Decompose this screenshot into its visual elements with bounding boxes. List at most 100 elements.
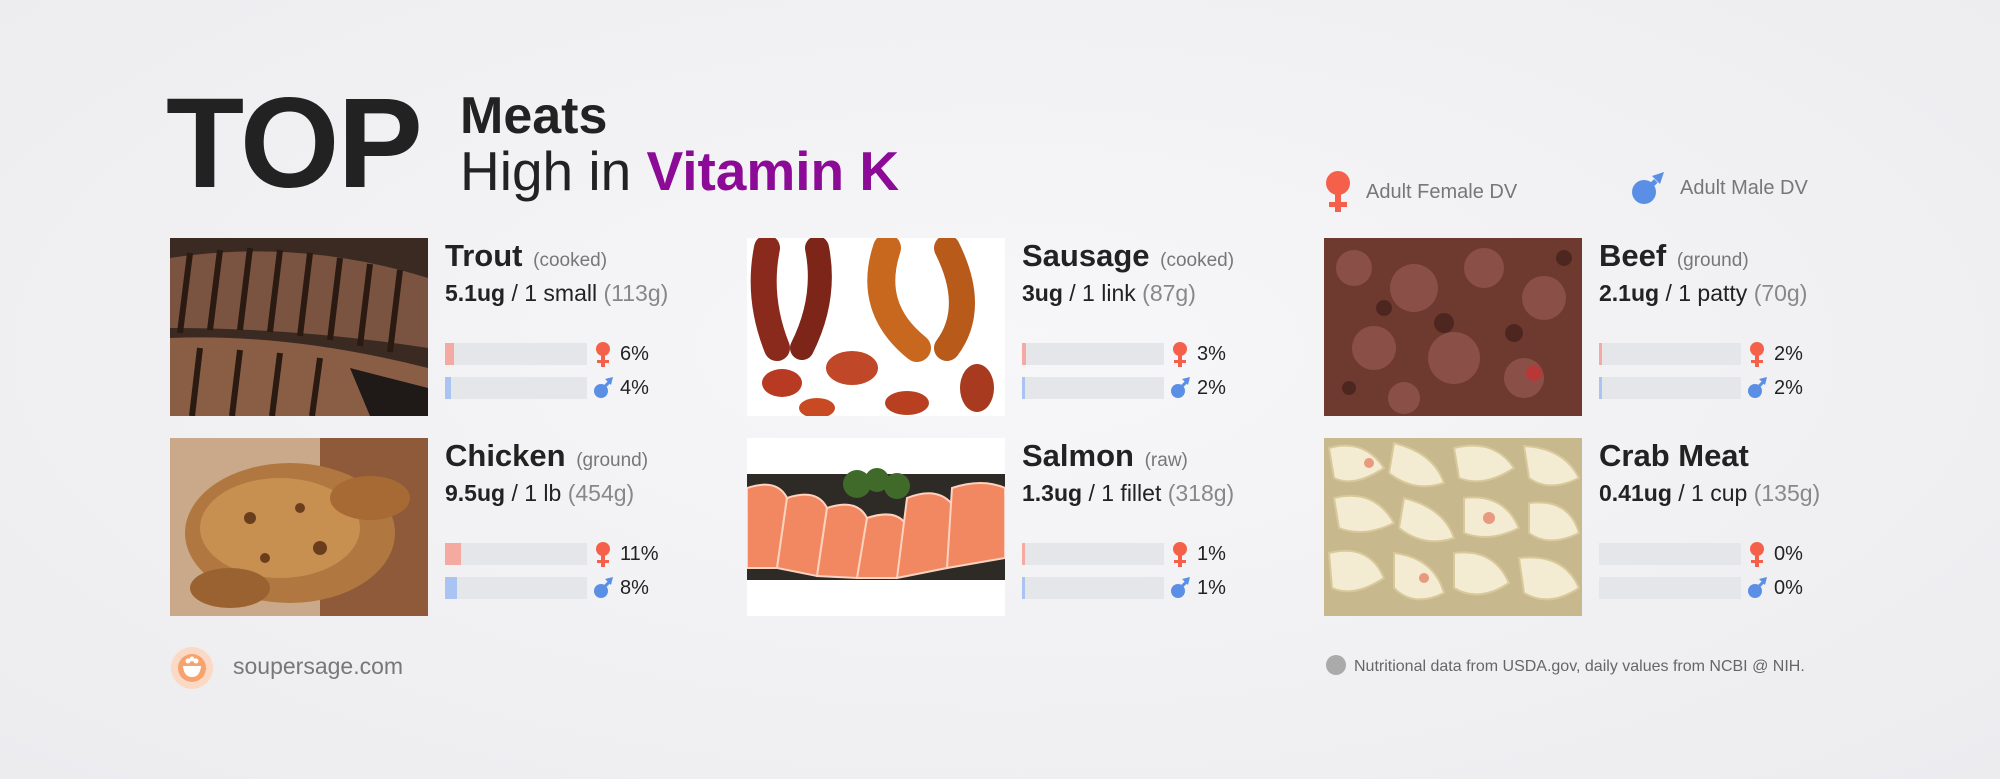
food-card-salmon: Salmon (raw) 1.3ug / 1 fillet (318g) 1% …	[747, 438, 1267, 616]
bar-track	[1022, 377, 1164, 399]
bar-track	[445, 577, 587, 599]
title-category: Meats	[460, 87, 608, 145]
bar-track	[445, 343, 587, 365]
female-dv-bar	[1022, 543, 1025, 565]
bar-track	[1022, 343, 1164, 365]
site-link[interactable]: soupersage.com	[233, 653, 404, 679]
female-dv-percent: 2%	[1774, 343, 1803, 365]
food-card-crab-meat: Crab Meat 0.41ug / 1 cup (135g) 0% 0%	[1324, 438, 1844, 616]
trout-amount: 5.1ug / 1 small (113g)	[445, 280, 668, 307]
male-symbol-icon	[594, 377, 613, 398]
male-symbol-icon	[1748, 377, 1767, 398]
title-prefix: High in	[460, 140, 632, 202]
serving-grams: (318g)	[1167, 480, 1235, 506]
male-dv-percent: 0%	[1774, 577, 1803, 599]
male-dv-percent: 1%	[1197, 577, 1226, 599]
female-dv-percent: 11%	[620, 543, 659, 565]
female-symbol-icon	[1750, 342, 1764, 367]
amount-value: 9.5ug	[445, 480, 506, 506]
male-symbol-icon	[1632, 172, 1664, 204]
male-dv-bar	[445, 377, 451, 399]
female-dv-percent: 0%	[1774, 543, 1803, 565]
food-card-chicken: Chicken (ground) 9.5ug / 1 lb (454g) 11%…	[170, 438, 690, 616]
male-symbol-icon	[594, 577, 613, 598]
amount-value: 3ug	[1022, 280, 1063, 306]
food-card-trout: Trout (cooked) 5.1ug / 1 small (113g) 6%…	[170, 238, 690, 416]
amount-value: 2.1ug	[1599, 280, 1660, 306]
bar-track	[1599, 543, 1741, 565]
title-top: TOP	[166, 72, 423, 215]
bar-track	[1599, 377, 1741, 399]
female-dv-bar	[445, 543, 461, 565]
food-name: Trout	[445, 238, 523, 273]
serving-grams: (70g)	[1753, 280, 1808, 306]
male-dv-percent: 8%	[620, 577, 649, 599]
food-card-sausage: Sausage (cooked) 3ug / 1 link (87g) 3% 2…	[747, 238, 1267, 416]
beef-name: Beef (ground)	[1599, 238, 1749, 274]
soupersage-logo-icon[interactable]	[170, 646, 214, 695]
serving-size: / 1 small	[505, 280, 604, 306]
food-name: Beef	[1599, 238, 1667, 273]
beef-amount: 2.1ug / 1 patty (70g)	[1599, 280, 1807, 307]
male-dv-bar	[1022, 577, 1025, 599]
data-source-note: Nutritional data from USDA.gov, daily va…	[1354, 658, 1805, 675]
female-dv-bar	[1599, 343, 1602, 365]
crab-meat-amount: 0.41ug / 1 cup (135g)	[1599, 480, 1820, 507]
serving-size: / 1 cup	[1671, 480, 1754, 506]
female-symbol-icon	[1326, 171, 1350, 212]
bar-track	[1022, 543, 1164, 565]
salmon-name: Salmon (raw)	[1022, 438, 1188, 474]
serving-size: / 1 lb	[505, 480, 568, 506]
food-prep: (ground)	[576, 450, 649, 471]
food-name: Sausage	[1022, 238, 1150, 273]
legend-male-label: Adult Male DV	[1680, 176, 1808, 199]
bar-track	[1599, 577, 1741, 599]
male-dv-bar	[445, 577, 457, 599]
amount-value: 0.41ug	[1599, 480, 1672, 506]
serving-grams: (454g)	[567, 480, 635, 506]
chicken-name: Chicken (ground)	[445, 438, 648, 474]
female-symbol-icon	[596, 342, 610, 367]
salmon-amount: 1.3ug / 1 fillet (318g)	[1022, 480, 1234, 507]
serving-size: / 1 link	[1062, 280, 1143, 306]
sausage-amount: 3ug / 1 link (87g)	[1022, 280, 1196, 307]
legend-female: Adult Female DV	[1324, 170, 1517, 214]
serving-size: / 1 fillet	[1082, 480, 1168, 506]
bar-track	[445, 377, 587, 399]
food-name: Crab Meat	[1599, 438, 1749, 473]
chicken-photo	[170, 438, 428, 616]
bar-track	[445, 543, 587, 565]
sausage-name: Sausage (cooked)	[1022, 238, 1234, 274]
female-symbol-icon	[1173, 342, 1187, 367]
female-dv-percent: 1%	[1197, 543, 1226, 565]
bar-track	[1022, 577, 1164, 599]
food-prep: (cooked)	[533, 250, 608, 271]
female-symbol-icon	[596, 542, 610, 567]
food-name: Salmon	[1022, 438, 1134, 473]
beef-photo	[1324, 238, 1582, 416]
male-dv-bar	[1599, 377, 1602, 399]
crab-meat-photo	[1324, 438, 1582, 616]
bar-track	[1599, 343, 1741, 365]
salmon-photo	[747, 438, 1005, 616]
food-prep: (ground)	[1676, 250, 1749, 271]
legend-female-label: Adult Female DV	[1366, 180, 1518, 203]
amount-value: 5.1ug	[445, 280, 506, 306]
female-dv-percent: 6%	[620, 343, 649, 365]
male-dv-percent: 4%	[620, 377, 649, 399]
trout-name: Trout (cooked)	[445, 238, 607, 274]
female-symbol-icon	[1173, 542, 1187, 567]
chicken-amount: 9.5ug / 1 lb (454g)	[445, 480, 634, 507]
crab-meat-name: Crab Meat	[1599, 438, 1751, 474]
legend-male: Adult Male DV	[1630, 170, 1808, 206]
food-prep: (raw)	[1144, 450, 1188, 471]
serving-size: / 1 patty	[1659, 280, 1754, 306]
food-prep: (cooked)	[1160, 250, 1235, 271]
female-symbol-icon	[1750, 542, 1764, 567]
serving-grams: (87g)	[1142, 280, 1196, 306]
title-nutrient: Vitamin K	[646, 140, 900, 202]
female-dv-percent: 3%	[1197, 343, 1226, 365]
amount-value: 1.3ug	[1022, 480, 1083, 506]
male-symbol-icon	[1171, 377, 1190, 398]
male-dv-percent: 2%	[1774, 377, 1803, 399]
